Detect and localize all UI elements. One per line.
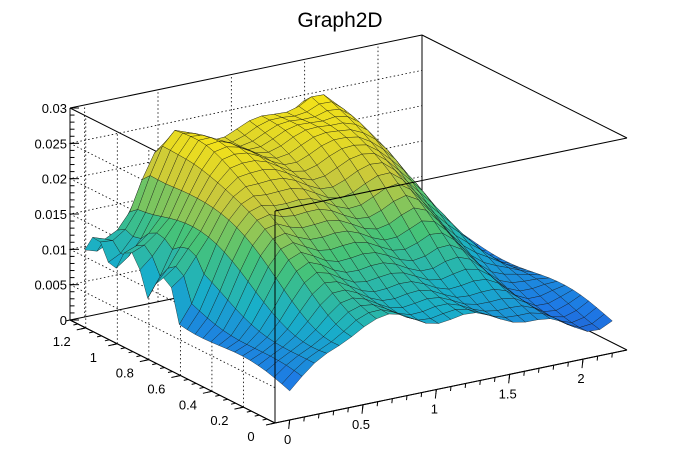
y-axis-minor-tick bbox=[215, 394, 220, 397]
y-axis-minor-tick bbox=[81, 327, 86, 330]
y-axis-minor-tick bbox=[183, 378, 189, 381]
x-tick-label: 1 bbox=[431, 402, 438, 417]
y-axis-minor-tick bbox=[254, 414, 260, 417]
y-axis-minor-tick bbox=[207, 390, 213, 393]
x-axis-minor-tick bbox=[508, 374, 511, 379]
z-tick-label: 0.005 bbox=[34, 278, 67, 293]
z-tick-label: 0.015 bbox=[34, 207, 67, 222]
axes: 0 0.5 1 1.5 2 0 0.2 0.4 0.6 0.8 1 1.2 0 0.005 0.01 0.01… bbox=[34, 101, 628, 447]
y-axis-minor-tick bbox=[167, 371, 173, 373]
x-axis-minor-tick bbox=[347, 407, 349, 413]
y-axis-minor-tick bbox=[223, 398, 228, 401]
y-axis-minor-tick bbox=[230, 402, 236, 405]
y-axis-minor-tick bbox=[191, 382, 197, 385]
y-axis-minor-tick bbox=[270, 422, 276, 425]
y-axis-minor-tick bbox=[144, 359, 149, 362]
y-axis-minor-tick bbox=[89, 331, 94, 334]
z-tick-label: 0.01 bbox=[42, 242, 67, 257]
x-tick-label: 1.5 bbox=[499, 386, 517, 401]
x-tick-label: 0.5 bbox=[352, 417, 370, 432]
y-axis-minor-tick bbox=[246, 410, 252, 413]
y-axis-minor-tick bbox=[175, 374, 181, 377]
y-tick-label: 0.4 bbox=[179, 397, 197, 412]
x-axis-minor-tick bbox=[479, 380, 481, 385]
y-axis-minor-tick bbox=[128, 351, 134, 354]
x-axis-minor-tick bbox=[523, 371, 525, 376]
x-axis-minor-tick bbox=[494, 377, 496, 382]
x-axis-minor-tick bbox=[464, 383, 467, 389]
chart-title: Graph2D bbox=[297, 9, 382, 32]
x-axis-minor-tick bbox=[596, 356, 599, 361]
y-tick-label: 0.6 bbox=[147, 381, 165, 396]
x-axis-minor-tick bbox=[611, 352, 613, 358]
x-tick-label: 0 bbox=[284, 432, 291, 447]
x-axis-minor-tick bbox=[391, 398, 393, 404]
surface-mesh bbox=[84, 94, 613, 392]
x-axis-minor-tick bbox=[450, 386, 452, 392]
x-axis-minor-tick bbox=[318, 413, 320, 419]
x-axis-minor-tick bbox=[288, 419, 291, 425]
x-axis-minor-tick bbox=[582, 359, 584, 364]
z-tick-label: 0.03 bbox=[42, 101, 67, 116]
box-edge bbox=[421, 34, 628, 139]
x-axis-minor-tick bbox=[552, 365, 555, 370]
y-axis-minor-tick bbox=[160, 367, 165, 370]
y-axis-minor-tick bbox=[152, 363, 157, 366]
x-axis-minor-tick bbox=[435, 389, 437, 395]
y-axis-minor-tick bbox=[262, 418, 268, 421]
x-axis-minor-tick bbox=[303, 416, 305, 422]
x-axis-minor-tick bbox=[538, 368, 540, 373]
y-axis-minor-tick bbox=[73, 323, 78, 326]
y-tick-label: 0.8 bbox=[116, 366, 134, 381]
y-axis-minor-tick bbox=[136, 355, 142, 358]
x-axis-minor-tick bbox=[362, 404, 364, 410]
surface-cell bbox=[591, 313, 613, 330]
box-edge bbox=[274, 137, 628, 212]
y-axis-minor-tick bbox=[120, 347, 126, 350]
y-tick-label: 0.2 bbox=[210, 413, 228, 428]
y-axis-minor-tick bbox=[238, 406, 244, 409]
y-axis-minor-tick bbox=[104, 339, 110, 342]
x-axis-minor-tick bbox=[406, 395, 408, 401]
y-axis-minor-tick bbox=[65, 319, 71, 322]
x-axis-minor-tick bbox=[332, 410, 335, 416]
y-axis-minor-tick bbox=[96, 335, 102, 338]
y-axis-minor-tick bbox=[199, 386, 205, 389]
z-tick-label: 0.025 bbox=[34, 136, 67, 151]
z-tick-label: 0 bbox=[60, 313, 67, 328]
x-tick-label: 2 bbox=[577, 371, 584, 386]
box-edge bbox=[69, 34, 423, 109]
z-tick-label: 0.02 bbox=[42, 172, 67, 187]
x-axis-minor-tick bbox=[420, 392, 423, 398]
y-tick-label: 0 bbox=[247, 429, 254, 444]
y-tick-label: 1.2 bbox=[53, 334, 71, 349]
x-axis-minor-tick bbox=[376, 401, 379, 407]
x-axis-minor-tick bbox=[567, 362, 569, 367]
y-tick-label: 1 bbox=[90, 350, 97, 365]
y-axis-minor-tick bbox=[112, 343, 118, 346]
